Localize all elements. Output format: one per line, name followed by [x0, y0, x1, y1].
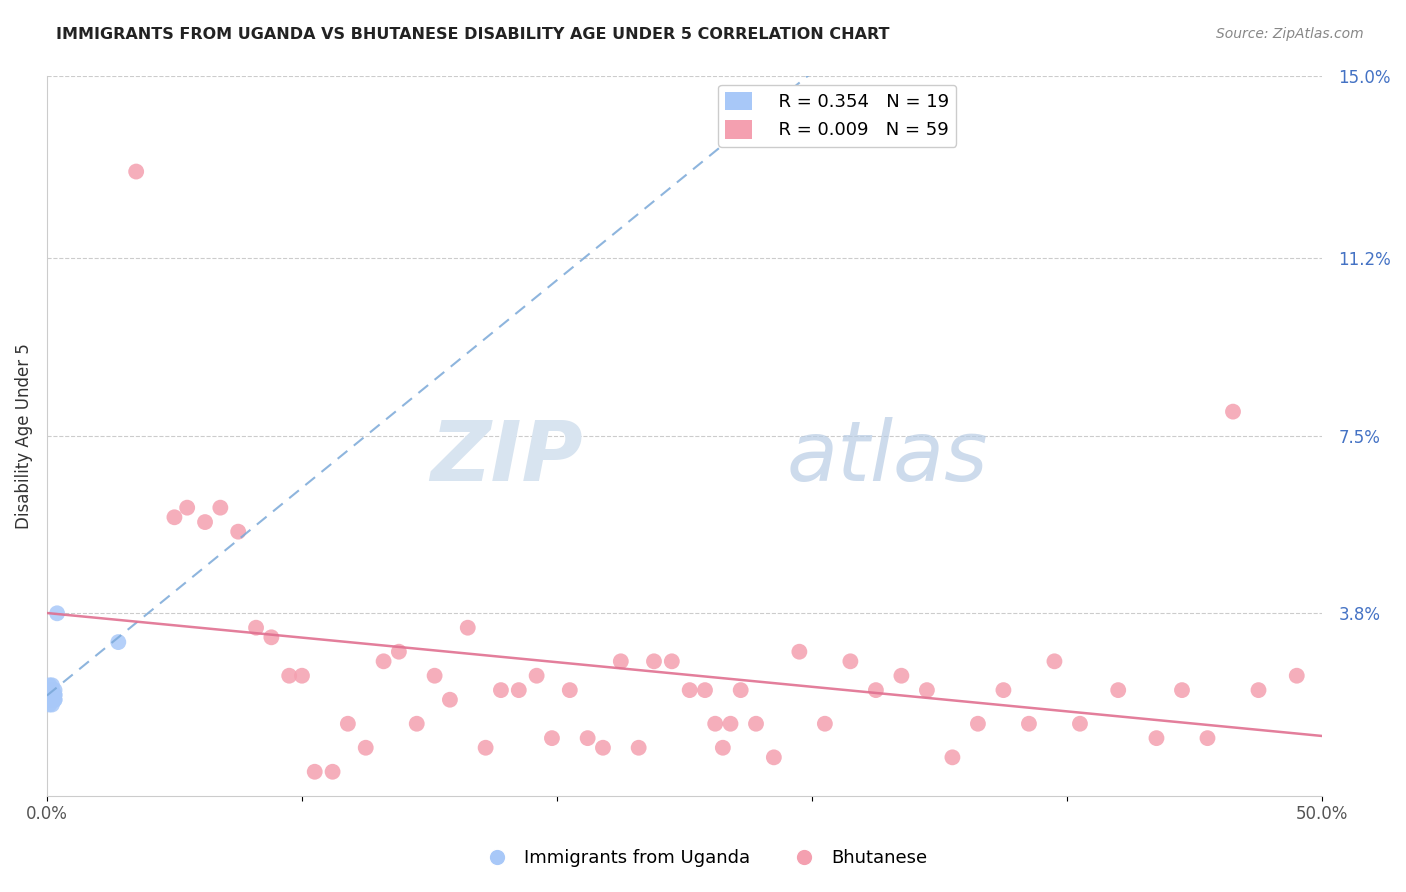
Point: [1197, 731, 1219, 746]
Point: [260, 630, 283, 644]
Point: [44, 692, 66, 706]
Point: [457, 621, 479, 635]
Point: [38, 698, 60, 712]
Point: [41, 698, 63, 712]
Point: [1069, 716, 1091, 731]
Legend: Immigrants from Uganda, Bhutanese: Immigrants from Uganda, Bhutanese: [471, 842, 935, 874]
Point: [38, 678, 60, 692]
Text: atlas: atlas: [786, 417, 988, 498]
Point: [44, 692, 66, 706]
Point: [1018, 716, 1040, 731]
Point: [194, 515, 217, 529]
Point: [304, 764, 326, 779]
Point: [41, 678, 63, 692]
Point: [941, 750, 963, 764]
Point: [789, 645, 811, 659]
Text: IMMIGRANTS FROM UGANDA VS BHUTANESE DISABILITY AGE UNDER 5 CORRELATION CHART: IMMIGRANTS FROM UGANDA VS BHUTANESE DISA…: [56, 27, 890, 42]
Point: [610, 654, 633, 668]
Point: [336, 716, 359, 731]
Point: [915, 683, 938, 698]
Point: [627, 740, 650, 755]
Point: [762, 750, 785, 764]
Point: [1107, 683, 1129, 698]
Point: [865, 683, 887, 698]
Point: [592, 740, 614, 755]
Point: [41, 688, 63, 702]
Point: [322, 764, 344, 779]
Point: [508, 683, 530, 698]
Point: [291, 669, 314, 683]
Point: [711, 740, 734, 755]
Point: [1285, 669, 1308, 683]
Point: [278, 669, 301, 683]
Point: [41, 692, 63, 706]
Legend:   R = 0.354   N = 19,   R = 0.009   N = 59: R = 0.354 N = 19, R = 0.009 N = 59: [718, 85, 956, 146]
Point: [967, 716, 990, 731]
Point: [38, 688, 60, 702]
Point: [46, 607, 69, 621]
Point: [576, 731, 599, 746]
Point: [839, 654, 862, 668]
Point: [1247, 683, 1270, 698]
Point: [1171, 683, 1194, 698]
Point: [1222, 404, 1244, 418]
Point: [526, 669, 548, 683]
Point: [643, 654, 665, 668]
Point: [209, 500, 232, 515]
Point: [730, 683, 752, 698]
Point: [41, 692, 63, 706]
Point: [245, 621, 267, 635]
Point: [661, 654, 683, 668]
Point: [388, 645, 411, 659]
Point: [38, 692, 60, 706]
Point: [373, 654, 395, 668]
Point: [44, 683, 66, 698]
Y-axis label: Disability Age Under 5: Disability Age Under 5: [15, 343, 32, 529]
Point: [558, 683, 581, 698]
Point: [814, 716, 837, 731]
Point: [354, 740, 377, 755]
Point: [489, 683, 512, 698]
Point: [38, 683, 60, 698]
Point: [41, 688, 63, 702]
Text: ZIP: ZIP: [430, 417, 582, 498]
Point: [993, 683, 1015, 698]
Point: [44, 688, 66, 702]
Point: [44, 688, 66, 702]
Point: [541, 731, 564, 746]
Point: [693, 683, 716, 698]
Point: [474, 740, 496, 755]
Point: [1043, 654, 1066, 668]
Point: [405, 716, 427, 731]
Point: [679, 683, 702, 698]
Point: [439, 692, 461, 706]
Text: Source: ZipAtlas.com: Source: ZipAtlas.com: [1216, 27, 1364, 41]
Point: [720, 716, 742, 731]
Point: [125, 164, 148, 178]
Point: [423, 669, 446, 683]
Point: [107, 635, 129, 649]
Point: [745, 716, 768, 731]
Point: [704, 716, 727, 731]
Point: [1146, 731, 1168, 746]
Point: [226, 524, 249, 539]
Point: [41, 683, 63, 698]
Point: [163, 510, 186, 524]
Point: [890, 669, 912, 683]
Point: [176, 500, 198, 515]
